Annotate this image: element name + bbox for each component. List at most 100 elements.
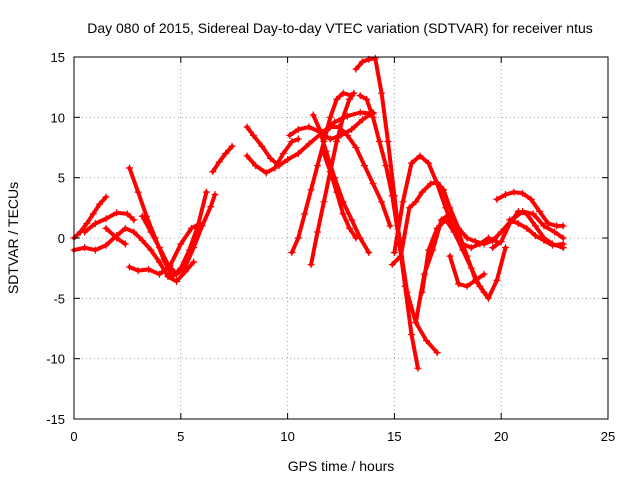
data-point xyxy=(284,156,292,164)
series-arc-h xyxy=(209,142,236,176)
data-point xyxy=(326,168,334,176)
series-arc-d xyxy=(102,224,129,248)
data-point xyxy=(559,222,567,230)
data-point xyxy=(514,220,522,228)
series-arc-s xyxy=(388,178,567,269)
data-point xyxy=(288,137,296,145)
data-point xyxy=(519,189,527,197)
data-point xyxy=(501,244,509,252)
data-point xyxy=(559,234,567,242)
data-point xyxy=(271,164,279,172)
data-point xyxy=(81,228,89,236)
data-point xyxy=(305,140,313,148)
data-point xyxy=(339,89,347,97)
data-point xyxy=(294,234,302,242)
data-point xyxy=(209,168,217,176)
data-point xyxy=(335,123,343,131)
data-point xyxy=(480,270,488,278)
data-point xyxy=(222,150,230,158)
data-point xyxy=(472,276,480,284)
series-line xyxy=(321,151,358,240)
data-point xyxy=(348,125,356,133)
data-point xyxy=(371,54,379,62)
data-point xyxy=(401,282,409,290)
series-line xyxy=(72,226,196,284)
data-point xyxy=(181,263,189,271)
y-tick-label: -10 xyxy=(46,352,65,367)
data-point xyxy=(369,113,377,121)
data-point xyxy=(130,216,138,224)
data-point xyxy=(113,209,121,217)
data-point xyxy=(138,236,146,244)
series-arc-c xyxy=(81,209,138,236)
data-point xyxy=(493,195,501,203)
data-point xyxy=(405,204,413,212)
data-point xyxy=(418,288,426,296)
data-point xyxy=(399,198,407,206)
series-arc-i xyxy=(243,109,377,170)
data-point xyxy=(177,240,185,248)
y-tick-label: 5 xyxy=(58,171,65,186)
data-point xyxy=(358,58,366,66)
series-arc-o xyxy=(318,123,394,230)
data-point xyxy=(360,162,368,170)
data-point xyxy=(412,198,420,206)
axis-ticks: 0 5 10 15 20 25 -15 -10 -5 0 5 10 15 xyxy=(46,50,615,444)
data-point xyxy=(425,246,433,254)
data-point xyxy=(484,234,492,242)
series-line xyxy=(82,210,136,234)
y-tick-label: 15 xyxy=(51,50,65,65)
data-point xyxy=(527,195,535,203)
data-point xyxy=(358,116,366,124)
data-point xyxy=(446,252,454,260)
data-point xyxy=(187,224,195,232)
data-point xyxy=(536,207,544,215)
data-point xyxy=(346,224,354,232)
data-point xyxy=(467,244,475,252)
y-tick-label: -15 xyxy=(46,412,65,427)
series-arc-p xyxy=(320,150,360,242)
data-point xyxy=(134,267,142,275)
data-point xyxy=(294,150,302,158)
data-point xyxy=(553,222,561,230)
data-point xyxy=(89,210,97,218)
data-point xyxy=(559,240,567,248)
data-point xyxy=(489,244,497,252)
data-point xyxy=(211,191,219,199)
y-tick-label: 10 xyxy=(51,110,65,125)
data-point xyxy=(138,212,146,220)
series-arc-r xyxy=(356,92,422,372)
data-point xyxy=(320,198,328,206)
data-point xyxy=(433,349,441,357)
data-point xyxy=(476,282,484,290)
y-tick-label: 0 xyxy=(58,231,65,246)
data-point xyxy=(510,188,518,196)
data-point xyxy=(529,210,537,218)
data-point xyxy=(339,210,347,218)
data-point xyxy=(333,137,341,145)
data-point xyxy=(331,118,339,126)
data-point xyxy=(356,109,364,117)
data-point xyxy=(407,159,415,167)
data-series-layer xyxy=(70,54,567,372)
data-point xyxy=(388,261,396,269)
data-point xyxy=(463,234,471,242)
data-point xyxy=(288,248,296,256)
data-point xyxy=(91,246,99,254)
data-point xyxy=(243,123,251,131)
data-point xyxy=(155,270,163,278)
series-arc-f xyxy=(126,220,204,278)
data-point xyxy=(326,113,334,121)
data-point xyxy=(514,207,522,215)
data-point xyxy=(540,222,548,230)
data-point xyxy=(407,331,415,339)
series-line xyxy=(390,180,566,267)
series-line xyxy=(392,153,499,255)
x-tick-label: 20 xyxy=(494,429,508,444)
data-point xyxy=(145,265,153,273)
data-point xyxy=(123,210,131,218)
data-point xyxy=(352,65,360,73)
x-axis-label: GPS time / hours xyxy=(288,458,395,474)
data-point xyxy=(102,241,110,249)
